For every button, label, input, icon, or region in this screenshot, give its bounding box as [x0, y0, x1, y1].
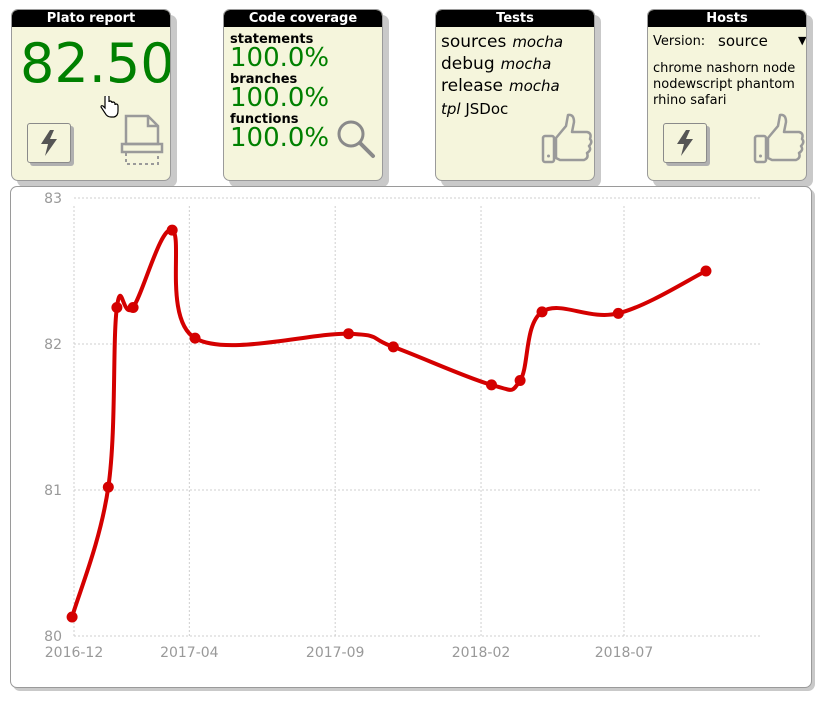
plato-report-card: Plato report 82.50 — [11, 9, 171, 181]
x-tick-label: 2017-04 — [160, 645, 219, 661]
maintainability-score[interactable]: 82.50 — [20, 32, 171, 95]
x-tick-label: 2018-02 — [452, 645, 511, 661]
series-line — [70, 228, 707, 618]
test-name: release — [441, 76, 503, 96]
data-point — [127, 302, 139, 313]
branches-label: branches — [230, 72, 298, 87]
magnifier-icon[interactable] — [335, 118, 377, 160]
chevron-down-icon[interactable]: ▼ — [798, 34, 807, 47]
tpl-label: tpl — [441, 100, 461, 118]
x-tick-label: 2017-09 — [306, 645, 365, 661]
data-point — [66, 611, 78, 623]
data-point — [536, 306, 548, 318]
test-name: sources — [441, 32, 507, 52]
history-chart-svg: 80 81 82 83 2016-12 2017-04 2017-09 2018-02 2018… — [44, 191, 761, 661]
data-point — [102, 481, 114, 493]
functions-label: functions — [230, 112, 299, 127]
history-chart: 80 81 82 83 2016-12 2017-04 2017-09 2018-02 2018… — [10, 186, 812, 688]
print-icon[interactable] — [120, 114, 164, 166]
test-row-tpl[interactable]: tpl JSDoc — [441, 98, 508, 120]
x-tick-label: 2018-07 — [595, 645, 654, 661]
lightning-icon — [677, 130, 693, 156]
y-tick-label: 81 — [44, 483, 62, 499]
data-point — [612, 307, 624, 319]
thumbs-up-icon[interactable] — [540, 112, 594, 166]
data-point — [343, 328, 355, 340]
plato-history-button[interactable] — [27, 123, 71, 163]
hand-cursor-icon — [100, 96, 119, 118]
y-tick-label: 83 — [44, 191, 62, 207]
test-runner: mocha — [500, 55, 552, 73]
lightning-icon — [41, 130, 57, 156]
x-tick-label: 2016-12 — [45, 645, 104, 661]
hosts-title: Hosts — [648, 10, 806, 27]
test-runner: mocha — [509, 77, 560, 95]
test-row-sources[interactable]: sources mocha — [441, 31, 563, 53]
branches-value: 100.0% — [230, 83, 330, 113]
test-runner: mocha — [512, 33, 564, 51]
statements-label: statements — [230, 32, 314, 47]
test-row-debug[interactable]: debug mocha — [441, 53, 551, 75]
tpl-value: JSDoc — [465, 100, 509, 118]
data-point — [189, 332, 201, 344]
data-point — [111, 302, 123, 313]
version-label: Version: — [653, 34, 706, 49]
code-coverage-card: Code coverage statements 100.0% branches… — [223, 9, 383, 181]
hosts-card: Hosts Version: source ▼ chrome nashorn n… — [647, 9, 807, 181]
functions-value: 100.0% — [230, 123, 330, 153]
data-point — [387, 341, 399, 353]
y-tick-label: 82 — [44, 337, 62, 353]
tests-title: Tests — [436, 10, 594, 27]
statements-value: 100.0% — [230, 43, 330, 73]
thumbs-up-icon[interactable] — [752, 112, 806, 166]
data-point — [166, 224, 178, 236]
hosts-history-button[interactable] — [663, 123, 707, 163]
test-row-release[interactable]: release mocha — [441, 75, 560, 97]
plato-report-title: Plato report — [12, 10, 170, 27]
version-select[interactable]: source — [718, 32, 768, 50]
tests-card: Tests sources mocha debug mocha release moc… — [435, 9, 595, 181]
data-point — [700, 265, 712, 277]
test-name: debug — [441, 54, 495, 74]
data-point — [514, 375, 526, 386]
code-coverage-title: Code coverage — [224, 10, 382, 27]
hosts-list: chrome nashorn node nodewscript phantom … — [653, 61, 796, 108]
data-point — [486, 379, 498, 391]
y-tick-label: 80 — [44, 629, 62, 645]
